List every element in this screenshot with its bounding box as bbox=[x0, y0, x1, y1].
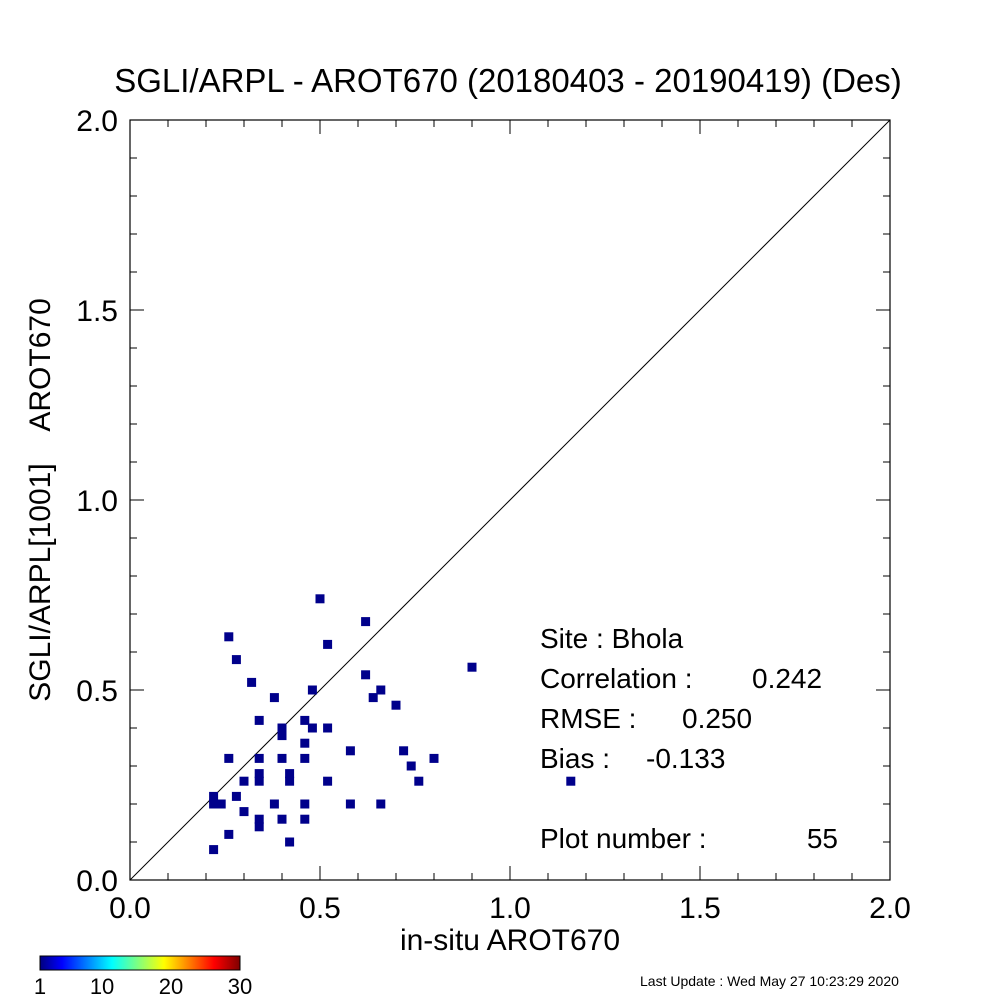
data-point bbox=[414, 776, 424, 786]
data-point bbox=[254, 769, 264, 779]
data-point bbox=[285, 837, 295, 847]
y-tick-label: 2.0 bbox=[76, 105, 118, 138]
stat-plot-number-value: 55 bbox=[807, 823, 838, 854]
data-point bbox=[277, 723, 287, 733]
data-point bbox=[209, 845, 219, 855]
y-tick-label: 1.5 bbox=[76, 295, 118, 328]
y-tick-label: 0.5 bbox=[76, 675, 118, 708]
colorbar-ticks: 1 10 20 30 bbox=[34, 974, 252, 999]
y-axis-label: SGLI/ARPL[1001] AROT670 bbox=[24, 298, 57, 702]
data-point bbox=[254, 715, 264, 725]
x-tick-label: 1.5 bbox=[679, 892, 721, 925]
data-point bbox=[239, 776, 249, 786]
data-point bbox=[376, 799, 386, 809]
data-point bbox=[285, 776, 295, 786]
data-point bbox=[345, 746, 355, 756]
one-to-one-line bbox=[129, 119, 891, 881]
data-point bbox=[307, 685, 317, 695]
data-point bbox=[323, 639, 333, 649]
stat-rmse-value: 0.250 bbox=[682, 703, 752, 734]
stat-plot-number-label: Plot number : bbox=[540, 823, 707, 854]
colorbar-tick-label: 20 bbox=[159, 974, 183, 999]
stats-annotation: Site : Bhola Correlation : 0.242 RMSE : … bbox=[540, 623, 838, 854]
chart-title: SGLI/ARPL - AROT670 (20180403 - 20190419… bbox=[114, 62, 902, 99]
y-tick-label: 1.0 bbox=[76, 485, 118, 518]
stat-rmse-label: RMSE : bbox=[540, 703, 636, 734]
data-point bbox=[209, 799, 219, 809]
stat-site: Site : Bhola bbox=[540, 623, 684, 654]
stat-correlation-value: 0.242 bbox=[752, 663, 822, 694]
data-point bbox=[368, 693, 378, 703]
data-point bbox=[254, 814, 264, 824]
data-point bbox=[254, 822, 264, 832]
data-point bbox=[285, 769, 295, 779]
data-point bbox=[566, 776, 576, 786]
colorbar-tick-label: 10 bbox=[90, 974, 114, 999]
data-point bbox=[361, 617, 371, 627]
colorbar-tick-label: 30 bbox=[228, 974, 252, 999]
data-point bbox=[361, 670, 371, 680]
data-point bbox=[224, 829, 234, 839]
data-point bbox=[399, 746, 409, 756]
data-point bbox=[300, 799, 310, 809]
data-point bbox=[307, 723, 317, 733]
data-point bbox=[406, 761, 416, 771]
data-point bbox=[277, 814, 287, 824]
data-point bbox=[323, 723, 333, 733]
data-point bbox=[254, 753, 264, 763]
data-point bbox=[300, 814, 310, 824]
data-point bbox=[269, 693, 279, 703]
data-point bbox=[269, 799, 279, 809]
data-point bbox=[247, 677, 257, 687]
x-axis-label: in-situ AROT670 bbox=[400, 924, 620, 957]
data-point bbox=[216, 799, 226, 809]
stat-correlation-label: Correlation : bbox=[540, 663, 693, 694]
data-point bbox=[345, 799, 355, 809]
colorbar bbox=[39, 955, 241, 971]
data-point bbox=[429, 753, 439, 763]
data-point bbox=[277, 753, 287, 763]
x-tick-label: 0.5 bbox=[299, 892, 341, 925]
data-point bbox=[300, 715, 310, 725]
data-point bbox=[300, 753, 310, 763]
data-point bbox=[231, 655, 241, 665]
data-point bbox=[254, 776, 264, 786]
data-point bbox=[315, 594, 325, 604]
data-point bbox=[277, 731, 287, 741]
data-point bbox=[376, 685, 386, 695]
data-points bbox=[209, 594, 576, 855]
data-point bbox=[224, 632, 234, 642]
x-tick-label: 0.0 bbox=[109, 892, 151, 925]
stat-bias-value: -0.133 bbox=[646, 743, 725, 774]
colorbar-tick-label: 1 bbox=[34, 974, 46, 999]
data-point bbox=[224, 753, 234, 763]
data-point bbox=[231, 791, 241, 801]
data-point bbox=[239, 807, 249, 817]
data-point bbox=[300, 738, 310, 748]
stat-bias-label: Bias : bbox=[540, 743, 610, 774]
x-tick-label: 1.0 bbox=[489, 892, 531, 925]
x-tick-label: 2.0 bbox=[869, 892, 911, 925]
tick-marks bbox=[129, 119, 891, 881]
data-point bbox=[467, 662, 477, 672]
data-point bbox=[391, 700, 401, 710]
data-point bbox=[323, 776, 333, 786]
y-tick-label: 0.0 bbox=[76, 865, 118, 898]
tick-labels: 0.0 0.5 1.0 1.5 2.0 0.0 0.5 1.0 1.5 2.0 bbox=[76, 105, 911, 925]
last-update: Last Update : Wed May 27 10:23:29 2020 bbox=[640, 973, 899, 989]
data-point bbox=[209, 791, 219, 801]
